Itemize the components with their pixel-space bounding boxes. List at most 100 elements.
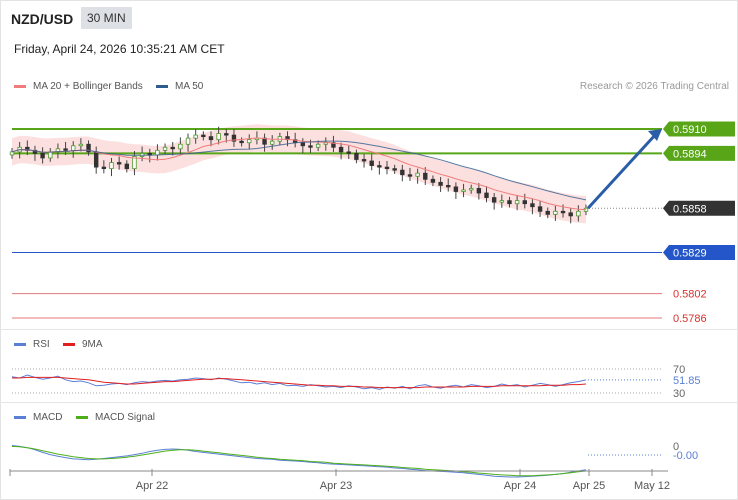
legend-macd-signal: MACD Signal — [76, 412, 155, 423]
candle-body — [576, 210, 581, 217]
candle-body — [270, 140, 275, 145]
candle-body — [40, 152, 45, 159]
legend-macd: MACD — [14, 412, 62, 423]
price-tag-label: 0.5829 — [673, 247, 707, 259]
candle-body — [446, 184, 451, 188]
candle-body — [155, 149, 160, 156]
legend-label-ma20: MA 20 + Bollinger Bands — [33, 81, 143, 92]
candle-body — [116, 162, 122, 165]
price-tag-0.5829: 0.5829 — [663, 244, 735, 260]
price-tag-0.5858: 0.5858 — [663, 200, 735, 216]
legend-label-ma50: MA 50 — [175, 81, 204, 92]
candle-body — [300, 142, 306, 147]
candle-body — [124, 163, 129, 170]
rsi-series-RSI — [11, 374, 587, 390]
candle-body — [346, 151, 351, 154]
legend-label-macd-signal: MACD Signal — [95, 412, 156, 423]
candle-body — [545, 210, 550, 215]
candle-body — [308, 145, 313, 148]
candle-body — [247, 139, 252, 144]
candle-body — [63, 148, 68, 151]
legend-ma50: MA 50 — [156, 81, 203, 92]
rsi-tick-30: 30 — [673, 388, 685, 400]
candle-body — [9, 151, 15, 156]
price-level-label: 0.5786 — [673, 313, 707, 325]
candle-body — [361, 159, 367, 162]
legend-9ma: 9MA — [63, 339, 103, 350]
candle-body — [476, 188, 482, 194]
candle-body — [25, 146, 30, 151]
macd-tick-0: 0 — [673, 441, 679, 453]
price-tag-bg — [663, 145, 735, 161]
candle-body — [438, 181, 443, 186]
candle-body — [514, 200, 520, 205]
candle-body — [338, 146, 344, 153]
candle-body — [491, 197, 497, 203]
legend-swatch-ma50 — [156, 85, 168, 88]
candle-body — [132, 156, 137, 170]
legend-swatch-9ma — [63, 343, 75, 346]
macd-current-label: -0.00 — [673, 450, 698, 462]
x-axis-label: May 12 — [634, 480, 670, 492]
candle-body — [384, 166, 390, 170]
price-tag-label: 0.5910 — [673, 124, 707, 136]
candle-body — [71, 145, 76, 151]
candle-body — [354, 152, 359, 160]
panel-divider-rsi — [0, 329, 738, 330]
candle-body — [568, 212, 573, 217]
timestamp: Friday, April 24, 2026 10:35:21 AM CET — [14, 42, 225, 56]
candle-body — [415, 172, 420, 177]
pair-title: NZD/USD — [11, 11, 74, 27]
macd-series-MACD-Signal — [11, 445, 587, 477]
x-axis-label: Apr 25 — [573, 480, 605, 492]
candle-body — [537, 206, 543, 212]
legend-swatch-rsi — [14, 343, 26, 346]
candle-body — [185, 137, 191, 145]
price-tag-bg — [663, 200, 735, 216]
price-tag-0.5910: 0.5910 — [663, 121, 735, 137]
candle-body — [400, 169, 405, 176]
legend-rsi: RSI — [14, 339, 50, 350]
candle-body — [453, 186, 459, 192]
candle-body — [430, 178, 436, 183]
candle-body — [468, 188, 474, 191]
candle-body — [48, 151, 53, 159]
legend-swatch-macd-signal — [76, 416, 88, 419]
candle-body — [239, 140, 244, 144]
legend-swatch-macd — [14, 416, 26, 419]
timeframe-badge[interactable]: 30 MIN — [81, 7, 132, 29]
price-tag-bg — [663, 244, 735, 260]
panel-divider-macd — [0, 402, 738, 403]
candle-body — [208, 136, 214, 141]
price-tag-0.5894: 0.5894 — [663, 145, 735, 161]
legend-label-rsi: RSI — [33, 339, 50, 350]
candle-body — [484, 192, 489, 198]
candle-body — [224, 133, 229, 136]
candle-body — [178, 143, 183, 150]
candle-body — [109, 162, 114, 170]
x-axis-label: Apr 24 — [504, 480, 536, 492]
credit-text: Research © 2026 Trading Central — [579, 81, 729, 92]
candle-body — [377, 165, 382, 168]
forecast-arrow-shaft — [586, 132, 658, 210]
legend-ma20-bollinger: MA 20 + Bollinger Bands — [14, 81, 143, 92]
candle-body — [407, 174, 413, 177]
candle-body — [86, 143, 91, 153]
legend-label-9ma: 9MA — [82, 339, 103, 350]
candle-body — [392, 168, 397, 171]
candle-body — [553, 210, 558, 215]
forecast-arrow-head — [648, 129, 662, 141]
candle-body — [101, 166, 107, 170]
candle-body — [231, 134, 237, 142]
rsi-current-label: 51.85 — [673, 375, 701, 387]
candle-body — [423, 172, 428, 180]
x-axis-label: Apr 22 — [136, 480, 168, 492]
candle-body — [499, 200, 505, 203]
candle-body — [369, 160, 374, 166]
candle-body — [315, 143, 321, 148]
candle-body — [522, 200, 527, 205]
candle-body — [78, 143, 84, 147]
x-axis-label: Apr 23 — [320, 480, 352, 492]
candle-body — [507, 200, 512, 205]
